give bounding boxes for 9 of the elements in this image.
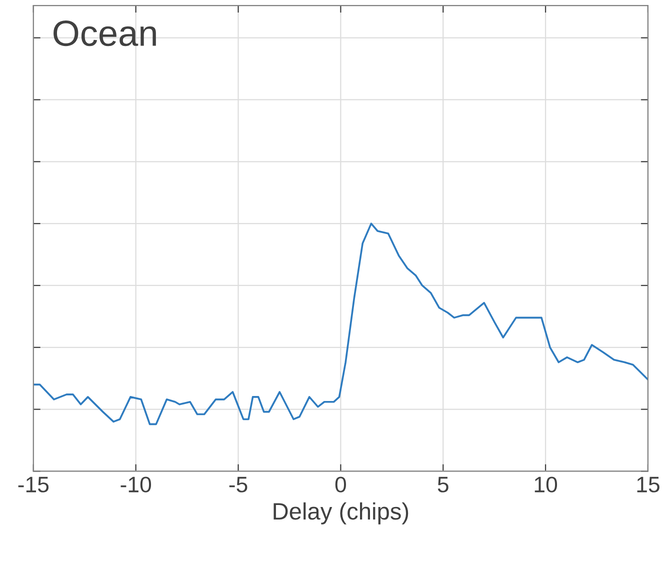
x-tick-label: -5: [229, 476, 248, 492]
x-tick-label: 5: [438, 476, 448, 492]
x-tick-label: -10: [120, 476, 152, 492]
x-tick-label: 10: [534, 476, 558, 492]
x-axis-title: Delay (chips): [274, 502, 408, 524]
text: Ocean: [54, 20, 156, 46]
x-tick-label: 0: [335, 476, 346, 492]
x-tick-label: -15: [18, 476, 49, 492]
x-tick-label: 15: [637, 476, 660, 492]
